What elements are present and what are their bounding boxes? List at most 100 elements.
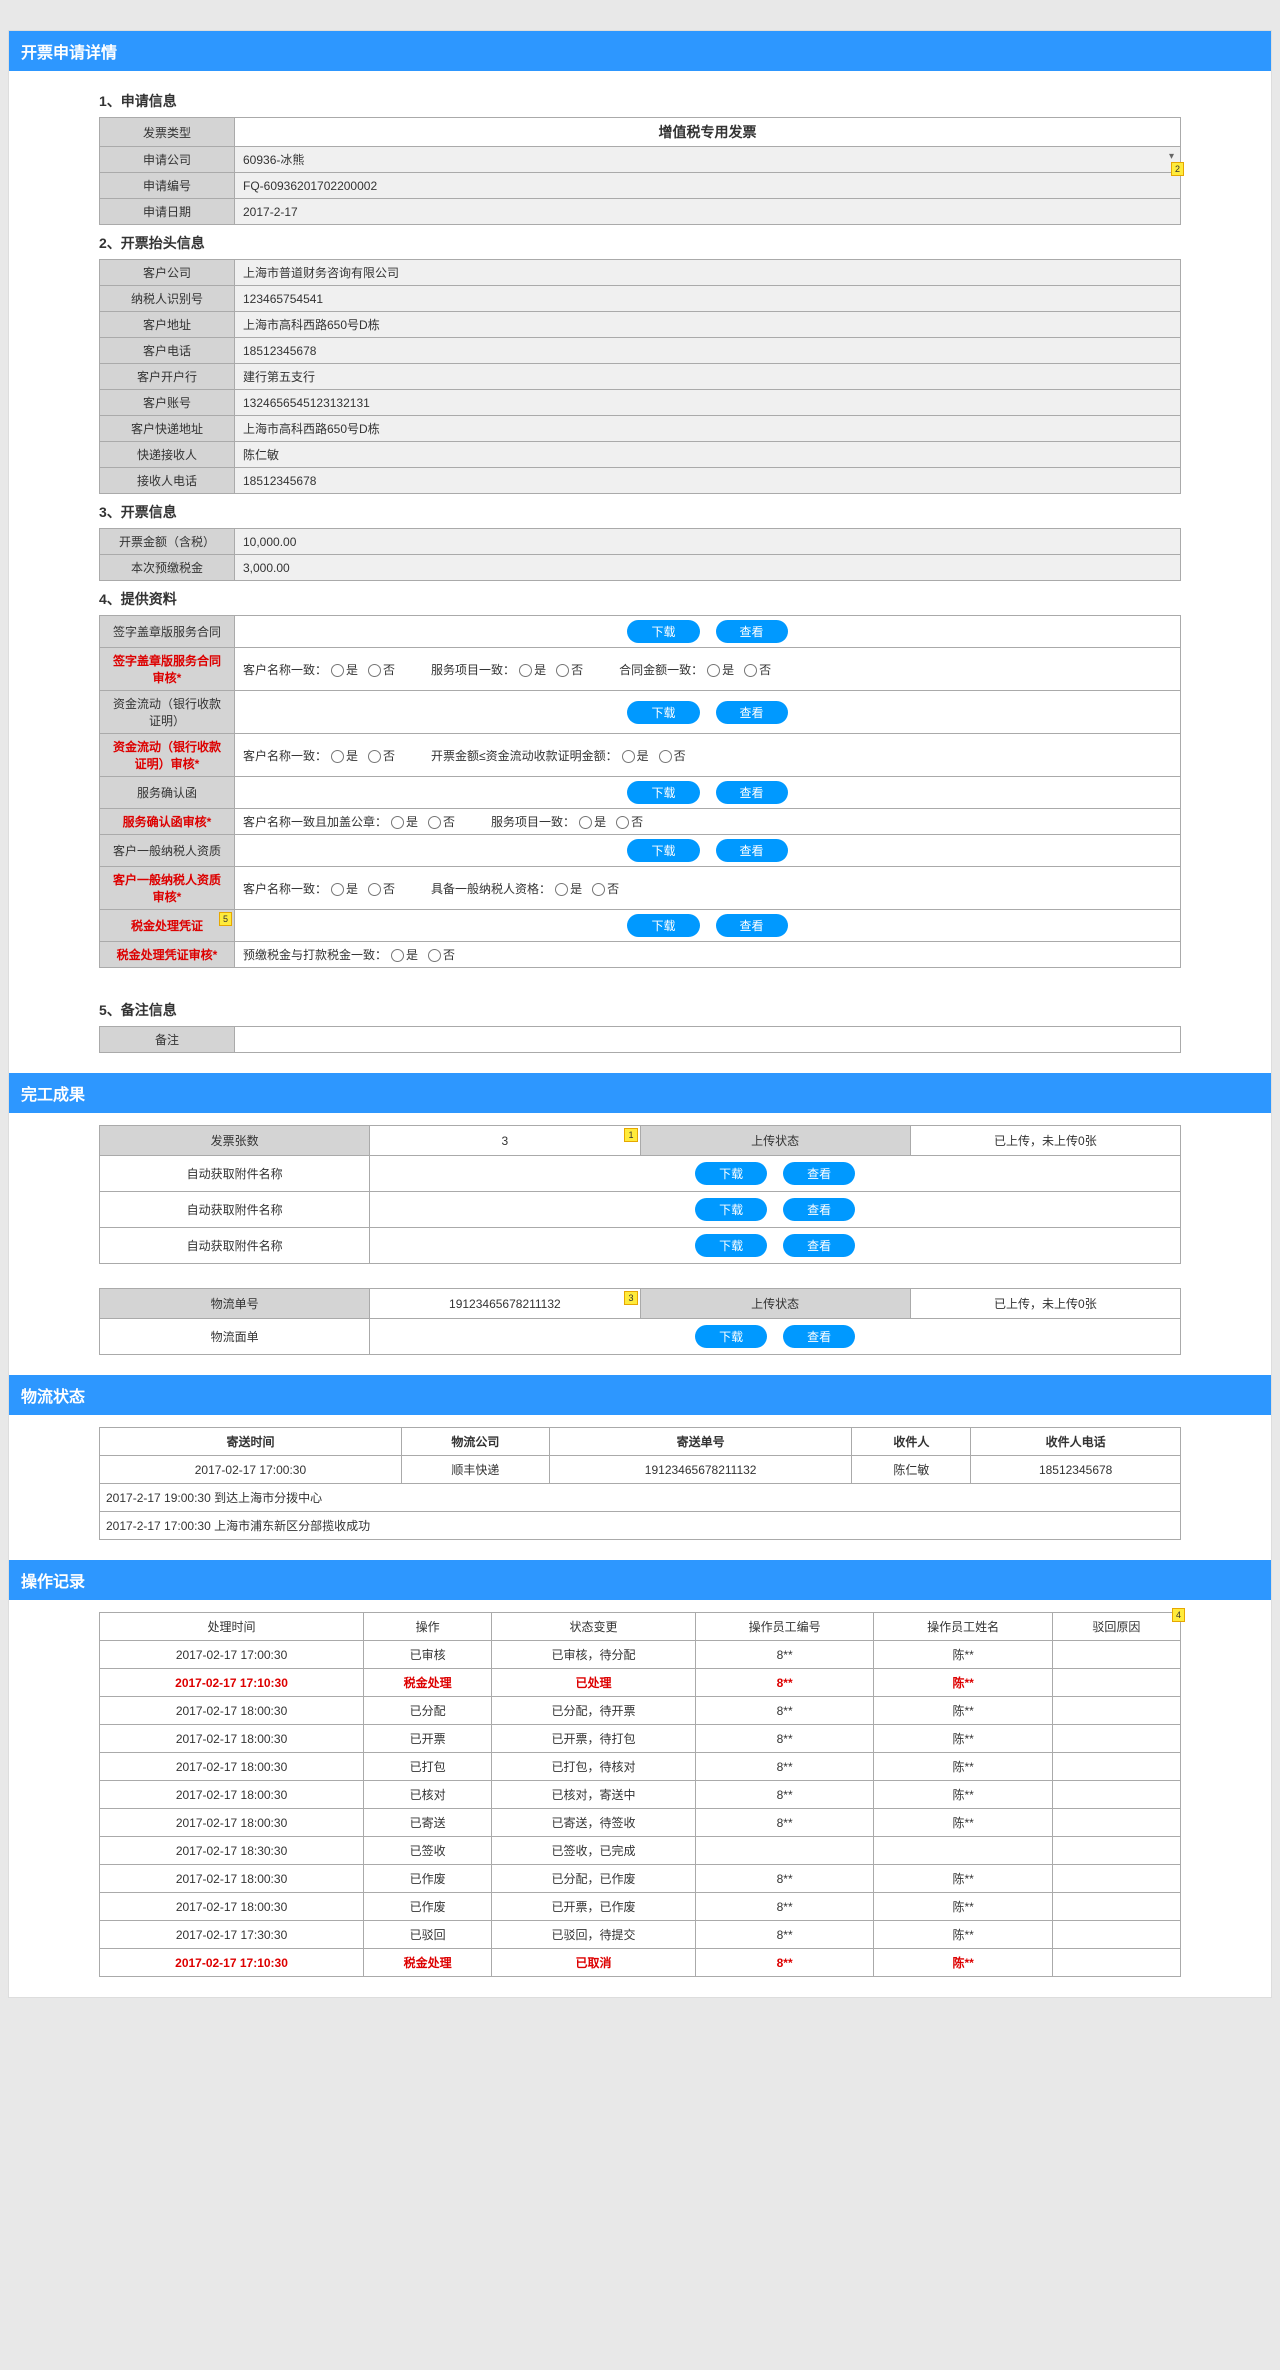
check-label: 合同金额一致： <box>619 663 703 677</box>
radio-yes[interactable] <box>331 664 344 677</box>
log-cell: 已作废 <box>364 1865 492 1893</box>
download-button[interactable]: 下载 <box>695 1325 767 1348</box>
view-button[interactable]: 查看 <box>783 1234 855 1257</box>
s1-label: 申请编号 <box>100 173 235 199</box>
s4-label: 服务确认函审核* <box>100 809 235 835</box>
view-button[interactable]: 查看 <box>716 701 788 724</box>
s2-label: 纳税人识别号 <box>100 286 235 312</box>
s5-value[interactable] <box>235 1027 1181 1053</box>
radio-yes[interactable] <box>555 883 568 896</box>
res-h: 发票张数 <box>100 1126 370 1156</box>
log-cell <box>1052 1725 1180 1753</box>
s3-title: 3、开票信息 <box>99 502 1181 522</box>
log-cell: 已寄送，待签收 <box>492 1809 696 1837</box>
res-h: 上传状态 <box>640 1289 910 1319</box>
log-cell: 已处理 <box>492 1669 696 1697</box>
check-label: 客户名称一致： <box>243 749 327 763</box>
download-button[interactable]: 下载 <box>627 701 699 724</box>
radio-yes[interactable] <box>331 750 344 763</box>
s1-value: 2017-2-17 <box>235 199 1181 225</box>
download-button[interactable]: 下载 <box>627 620 699 643</box>
radio-no[interactable] <box>556 664 569 677</box>
ship-cell: 19123465678211132 <box>549 1456 851 1484</box>
view-button[interactable]: 查看 <box>783 1325 855 1348</box>
radio-no[interactable] <box>659 750 672 763</box>
s5-title: 5、备注信息 <box>99 1000 1181 1020</box>
view-button[interactable]: 查看 <box>716 914 788 937</box>
log-table: 处理时间操作状态变更操作员工编号操作员工姓名驳回原因2017-02-17 17:… <box>99 1612 1181 1977</box>
view-button[interactable]: 查看 <box>716 781 788 804</box>
log-cell: 8** <box>695 1949 874 1977</box>
log-cell: 2017-02-17 18:00:30 <box>100 1725 364 1753</box>
log-cell: 2017-02-17 17:10:30 <box>100 1949 364 1977</box>
s2-label: 接收人电话 <box>100 468 235 494</box>
s2-table: 客户公司上海市普道财务咨询有限公司纳税人识别号123465754541客户地址上… <box>99 259 1181 494</box>
radio-yes[interactable] <box>707 664 720 677</box>
s2-label: 客户电话 <box>100 338 235 364</box>
s2-label: 快递接收人 <box>100 442 235 468</box>
log-cell: 陈** <box>874 1809 1053 1837</box>
radio-yes[interactable] <box>391 949 404 962</box>
ship-header: 寄送单号 <box>549 1428 851 1456</box>
radio-no[interactable] <box>592 883 605 896</box>
s3-value: 3,000.00 <box>235 555 1181 581</box>
download-button[interactable]: 下载 <box>627 914 699 937</box>
s4-label: 税金处理凭证审核* <box>100 942 235 968</box>
download-button[interactable]: 下载 <box>695 1234 767 1257</box>
log-cell: 已取消 <box>492 1949 696 1977</box>
log-cell: 陈** <box>874 1669 1053 1697</box>
result-table-2: 物流单号191234656782111323上传状态已上传，未上传0张物流面单下… <box>99 1288 1181 1355</box>
shipping-table: 寄送时间物流公司寄送单号收件人收件人电话2017-02-17 17:00:30顺… <box>99 1427 1181 1540</box>
s4-label: 服务确认函 <box>100 777 235 809</box>
log-cell: 已寄送 <box>364 1809 492 1837</box>
radio-no[interactable] <box>744 664 757 677</box>
s2-value: 18512345678 <box>235 338 1181 364</box>
download-button[interactable]: 下载 <box>627 839 699 862</box>
s4-label: 客户一般纳税人资质审核* <box>100 867 235 910</box>
radio-no[interactable] <box>428 949 441 962</box>
attach-label: 物流面单 <box>100 1319 370 1355</box>
radio-yes[interactable] <box>579 816 592 829</box>
radio-no[interactable] <box>616 816 629 829</box>
header-detail: 开票申请详情 <box>9 31 1271 71</box>
log-header: 状态变更 <box>492 1613 696 1641</box>
log-cell: 已开票，待打包 <box>492 1725 696 1753</box>
view-button[interactable]: 查看 <box>783 1198 855 1221</box>
log-cell: 已签收 <box>364 1837 492 1865</box>
check-label: 客户名称一致： <box>243 882 327 896</box>
s3-table: 开票金额（含税）10,000.00本次预缴税金3,000.00 <box>99 528 1181 581</box>
log-cell: 2017-02-17 18:00:30 <box>100 1809 364 1837</box>
ship-event: 2017-2-17 19:00:30 到达上海市分拨中心 <box>100 1484 1181 1512</box>
log-cell: 已核对 <box>364 1781 492 1809</box>
log-cell: 税金处理 <box>364 1669 492 1697</box>
radio-no[interactable] <box>428 816 441 829</box>
radio-yes[interactable] <box>331 883 344 896</box>
radio-yes[interactable] <box>391 816 404 829</box>
log-cell: 已驳回，待提交 <box>492 1921 696 1949</box>
s2-label: 客户地址 <box>100 312 235 338</box>
radio-no[interactable] <box>368 664 381 677</box>
radio-yes[interactable] <box>519 664 532 677</box>
s2-value: 陈仁敏 <box>235 442 1181 468</box>
check-label: 服务项目一致： <box>491 815 575 829</box>
view-button[interactable]: 查看 <box>716 620 788 643</box>
log-cell: 陈** <box>874 1725 1053 1753</box>
s1-value[interactable]: 60936-冰熊2 <box>235 147 1181 173</box>
download-button[interactable]: 下载 <box>695 1198 767 1221</box>
download-button[interactable]: 下载 <box>627 781 699 804</box>
radio-yes[interactable] <box>622 750 635 763</box>
log-cell <box>1052 1753 1180 1781</box>
radio-no[interactable] <box>368 883 381 896</box>
log-cell <box>1052 1893 1180 1921</box>
log-header: 操作员工姓名 <box>874 1613 1053 1641</box>
attach-label: 自动获取附件名称 <box>100 1192 370 1228</box>
view-button[interactable]: 查看 <box>783 1162 855 1185</box>
s2-value: 上海市高科西路650号D栋 <box>235 416 1181 442</box>
download-button[interactable]: 下载 <box>695 1162 767 1185</box>
log-cell: 8** <box>695 1669 874 1697</box>
log-cell: 陈** <box>874 1949 1053 1977</box>
radio-no[interactable] <box>368 750 381 763</box>
view-button[interactable]: 查看 <box>716 839 788 862</box>
log-cell: 已审核，待分配 <box>492 1641 696 1669</box>
log-cell: 已分配 <box>364 1697 492 1725</box>
